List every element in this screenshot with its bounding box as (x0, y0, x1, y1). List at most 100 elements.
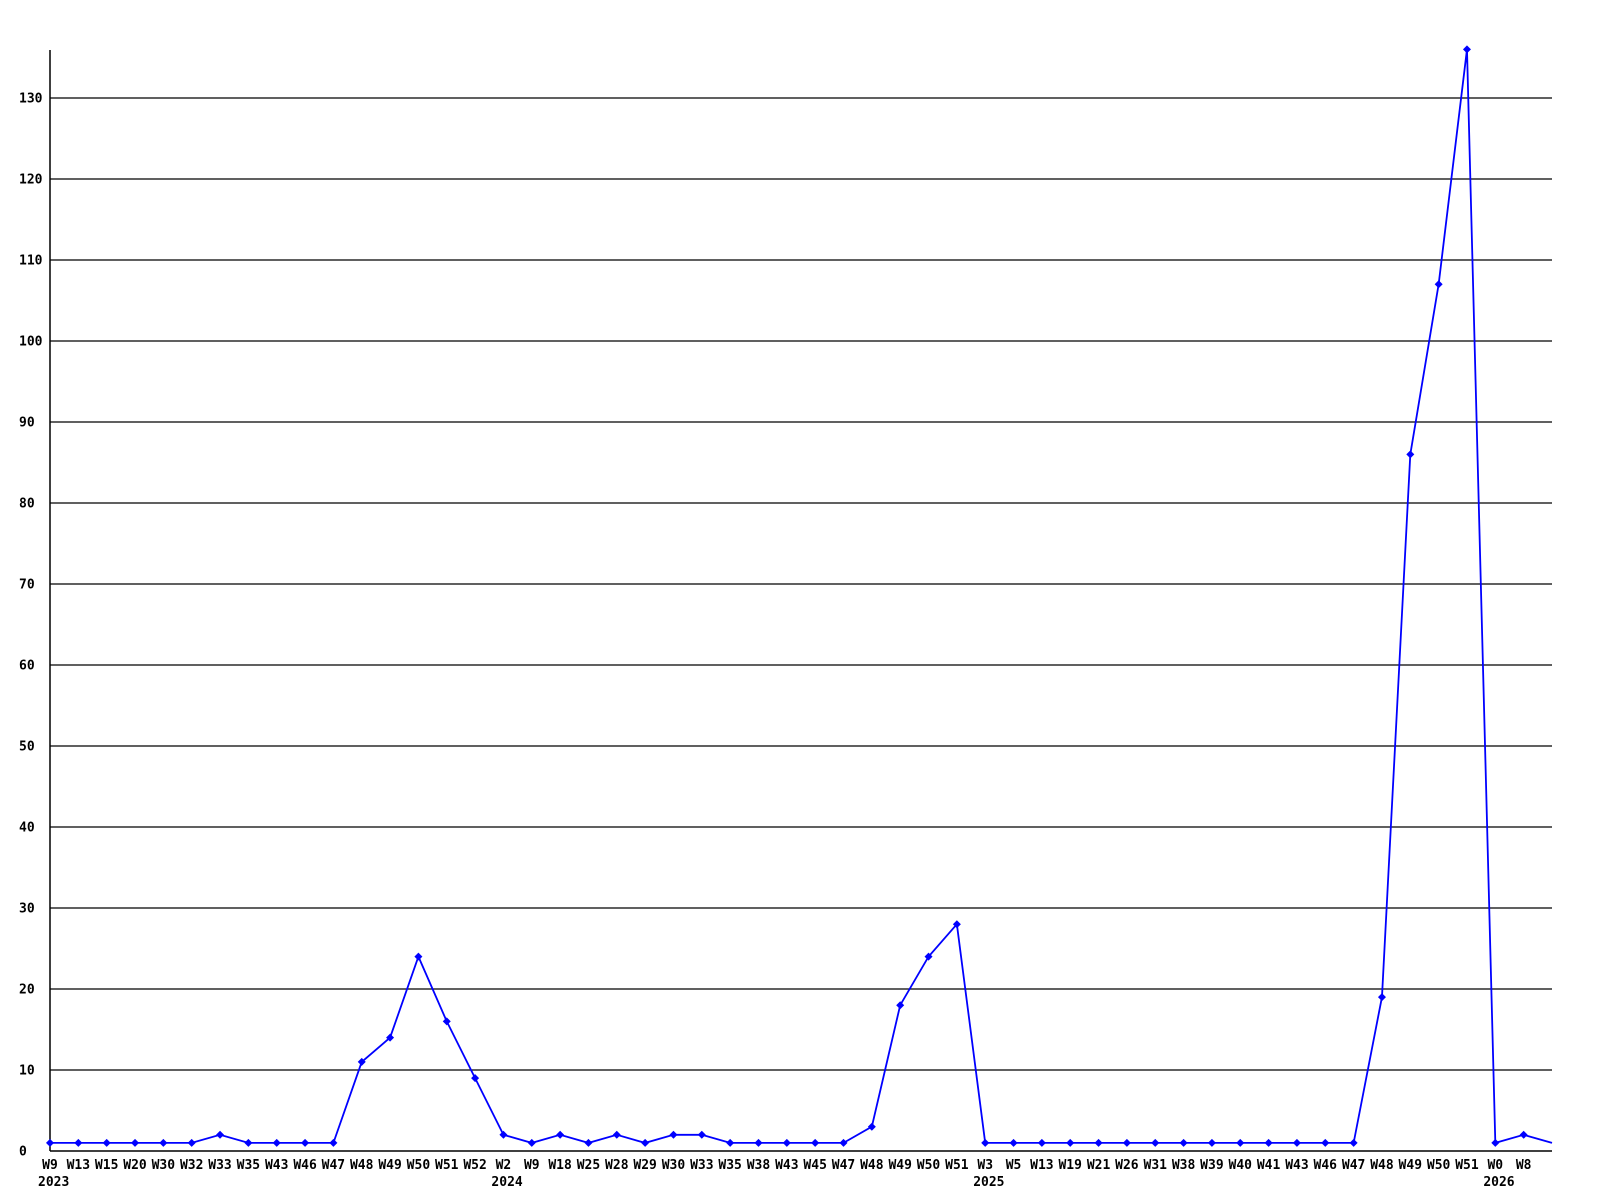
x-tick-label: W9 (42, 1158, 58, 1173)
data-point-marker (74, 1138, 83, 1147)
x-tick-label: W51 (435, 1158, 459, 1173)
data-point-marker (896, 1001, 905, 1010)
y-tick-label: 20 (19, 983, 35, 998)
x-tick-label: W19 (1058, 1158, 1081, 1173)
year-label: 2025 (973, 1175, 1004, 1190)
data-point-marker (1207, 1138, 1216, 1147)
x-tick-label: W0 (1487, 1158, 1503, 1173)
data-point-marker (499, 1130, 508, 1139)
data-point-marker (1321, 1138, 1330, 1147)
data-point-marker (867, 1122, 876, 1131)
y-tick-label: 130 (19, 92, 43, 107)
data-point-marker (102, 1138, 111, 1147)
data-point-marker (1519, 1130, 1528, 1139)
x-tick-label: W31 (1144, 1158, 1168, 1173)
data-point-marker (329, 1138, 338, 1147)
data-point-marker (216, 1130, 225, 1139)
data-point-marker (1491, 1138, 1500, 1147)
x-tick-label: W5 (1006, 1158, 1022, 1173)
data-point-marker (46, 1138, 54, 1147)
data-point-marker (1236, 1138, 1245, 1147)
x-tick-label: W45 (803, 1158, 826, 1173)
x-tick-label: W40 (1229, 1158, 1253, 1173)
y-tick-label: 40 (19, 821, 35, 836)
x-tick-label: W51 (945, 1158, 969, 1173)
year-label: 2026 (1483, 1175, 1514, 1190)
x-tick-label: W33 (690, 1158, 713, 1173)
x-tick-label: W51 (1455, 1158, 1479, 1173)
x-tick-label: W35 (237, 1158, 260, 1173)
data-point-marker (1037, 1138, 1046, 1147)
x-tick-label: W47 (322, 1158, 345, 1173)
data-point-marker (556, 1130, 565, 1139)
data-point-marker (1406, 450, 1415, 459)
year-label: 2024 (491, 1175, 522, 1190)
data-point-marker (527, 1138, 536, 1147)
x-tick-label: W2 (496, 1158, 512, 1173)
x-tick-label: W15 (95, 1158, 118, 1173)
x-tick-label: W39 (1200, 1158, 1223, 1173)
x-tick-label: W48 (350, 1158, 374, 1173)
data-point-marker (1009, 1138, 1018, 1147)
x-tick-label: W50 (1427, 1158, 1451, 1173)
data-point-marker (811, 1138, 820, 1147)
data-point-marker (1292, 1138, 1301, 1147)
y-tick-label: 80 (19, 497, 35, 512)
data-point-marker (1122, 1138, 1131, 1147)
data-point-marker (442, 1017, 451, 1026)
data-point-marker (641, 1138, 650, 1147)
x-tick-label: W41 (1257, 1158, 1281, 1173)
data-point-marker (357, 1057, 366, 1066)
x-tick-label: W8 (1516, 1158, 1532, 1173)
x-tick-label: W50 (407, 1158, 431, 1173)
year-label: 2023 (38, 1175, 69, 1190)
x-tick-label: W43 (265, 1158, 288, 1173)
x-tick-label: W26 (1115, 1158, 1139, 1173)
x-tick-label: W46 (293, 1158, 317, 1173)
data-point-marker (187, 1138, 196, 1147)
x-tick-label: W18 (548, 1158, 572, 1173)
data-point-marker (952, 920, 961, 929)
data-point-marker (924, 952, 933, 961)
x-tick-label: W52 (463, 1158, 486, 1173)
y-tick-label: 10 (19, 1064, 35, 1079)
data-point-marker (1434, 280, 1443, 289)
data-point-marker (726, 1138, 735, 1147)
x-tick-label: W50 (917, 1158, 941, 1173)
data-point-marker (301, 1138, 310, 1147)
data-point-marker (669, 1130, 678, 1139)
data-point-marker (1094, 1138, 1103, 1147)
data-point-marker (1066, 1138, 1075, 1147)
x-tick-label: W20 (123, 1158, 147, 1173)
x-tick-label: W47 (832, 1158, 855, 1173)
x-tick-label: W43 (1285, 1158, 1308, 1173)
data-point-marker (1179, 1138, 1188, 1147)
x-tick-label: W48 (860, 1158, 884, 1173)
series-line (50, 49, 1553, 1145)
y-tick-label: 50 (19, 740, 35, 755)
x-tick-label: W49 (888, 1158, 911, 1173)
data-point-marker (471, 1074, 480, 1083)
x-tick-label: W38 (1172, 1158, 1196, 1173)
y-tick-label: 60 (19, 659, 35, 674)
x-tick-label: W43 (775, 1158, 798, 1173)
data-point-marker (1264, 1138, 1273, 1147)
x-tick-label: W49 (378, 1158, 401, 1173)
x-tick-label: W46 (1314, 1158, 1338, 1173)
data-point-marker (782, 1138, 791, 1147)
y-tick-label: 0 (19, 1145, 27, 1160)
x-tick-label: W49 (1399, 1158, 1422, 1173)
y-tick-label: 120 (19, 173, 43, 188)
x-tick-label: W38 (747, 1158, 771, 1173)
x-tick-label: W25 (577, 1158, 600, 1173)
data-point-marker (1377, 993, 1386, 1002)
data-point-marker (1151, 1138, 1160, 1147)
data-point-marker (414, 952, 423, 961)
x-tick-label: W3 (977, 1158, 993, 1173)
data-point-marker (754, 1138, 763, 1147)
x-tick-label: W13 (1030, 1158, 1053, 1173)
data-point-marker (981, 1138, 990, 1147)
x-tick-label: W29 (633, 1158, 656, 1173)
